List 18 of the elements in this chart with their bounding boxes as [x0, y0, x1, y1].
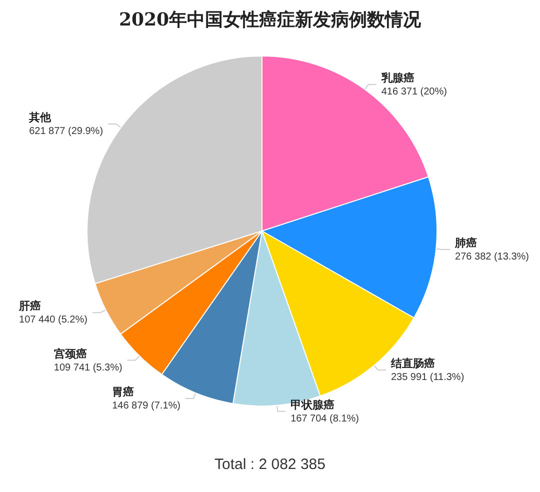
slice-label: 乳腺癌: [380, 72, 414, 85]
slice-label: 结直肠癌: [390, 356, 435, 370]
data-label: 276 382 (13.3%): [455, 252, 530, 263]
data-label: 109 741 (5.3%): [54, 362, 122, 374]
chart-title: 2020年中国女性癌症新发病例数情况: [118, 10, 422, 30]
slice-label: 其他: [28, 110, 52, 124]
slice-label: 肝癌: [18, 300, 42, 313]
data-label: 146 879 (7.1%): [112, 400, 180, 412]
data-label: 167 704 (8.1%): [290, 413, 359, 424]
data-label: 621 877 (29.9%): [29, 126, 104, 137]
data-label: 235 991 (11.3%): [390, 372, 464, 383]
data-label: 107 440 (5.2%): [19, 314, 88, 326]
slice-label: 宫颈癌: [54, 347, 87, 360]
slice-label: 肺癌: [454, 236, 478, 250]
text: Total : 2 082 385: [214, 456, 326, 473]
slice-label: 胃癌: [112, 386, 134, 399]
slice-label: 甲状腺癌: [290, 398, 335, 412]
data-label: 416 371 (20%): [381, 86, 447, 98]
